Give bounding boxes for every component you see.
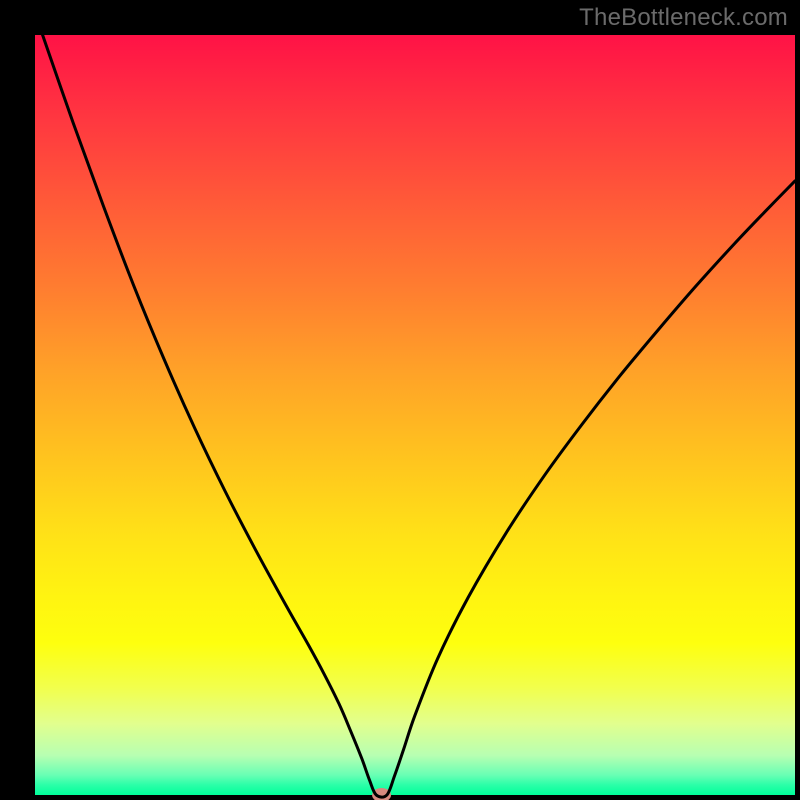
plot-background — [35, 35, 795, 795]
bottleneck-chart — [0, 0, 800, 800]
chart-container: TheBottleneck.com — [0, 0, 800, 800]
